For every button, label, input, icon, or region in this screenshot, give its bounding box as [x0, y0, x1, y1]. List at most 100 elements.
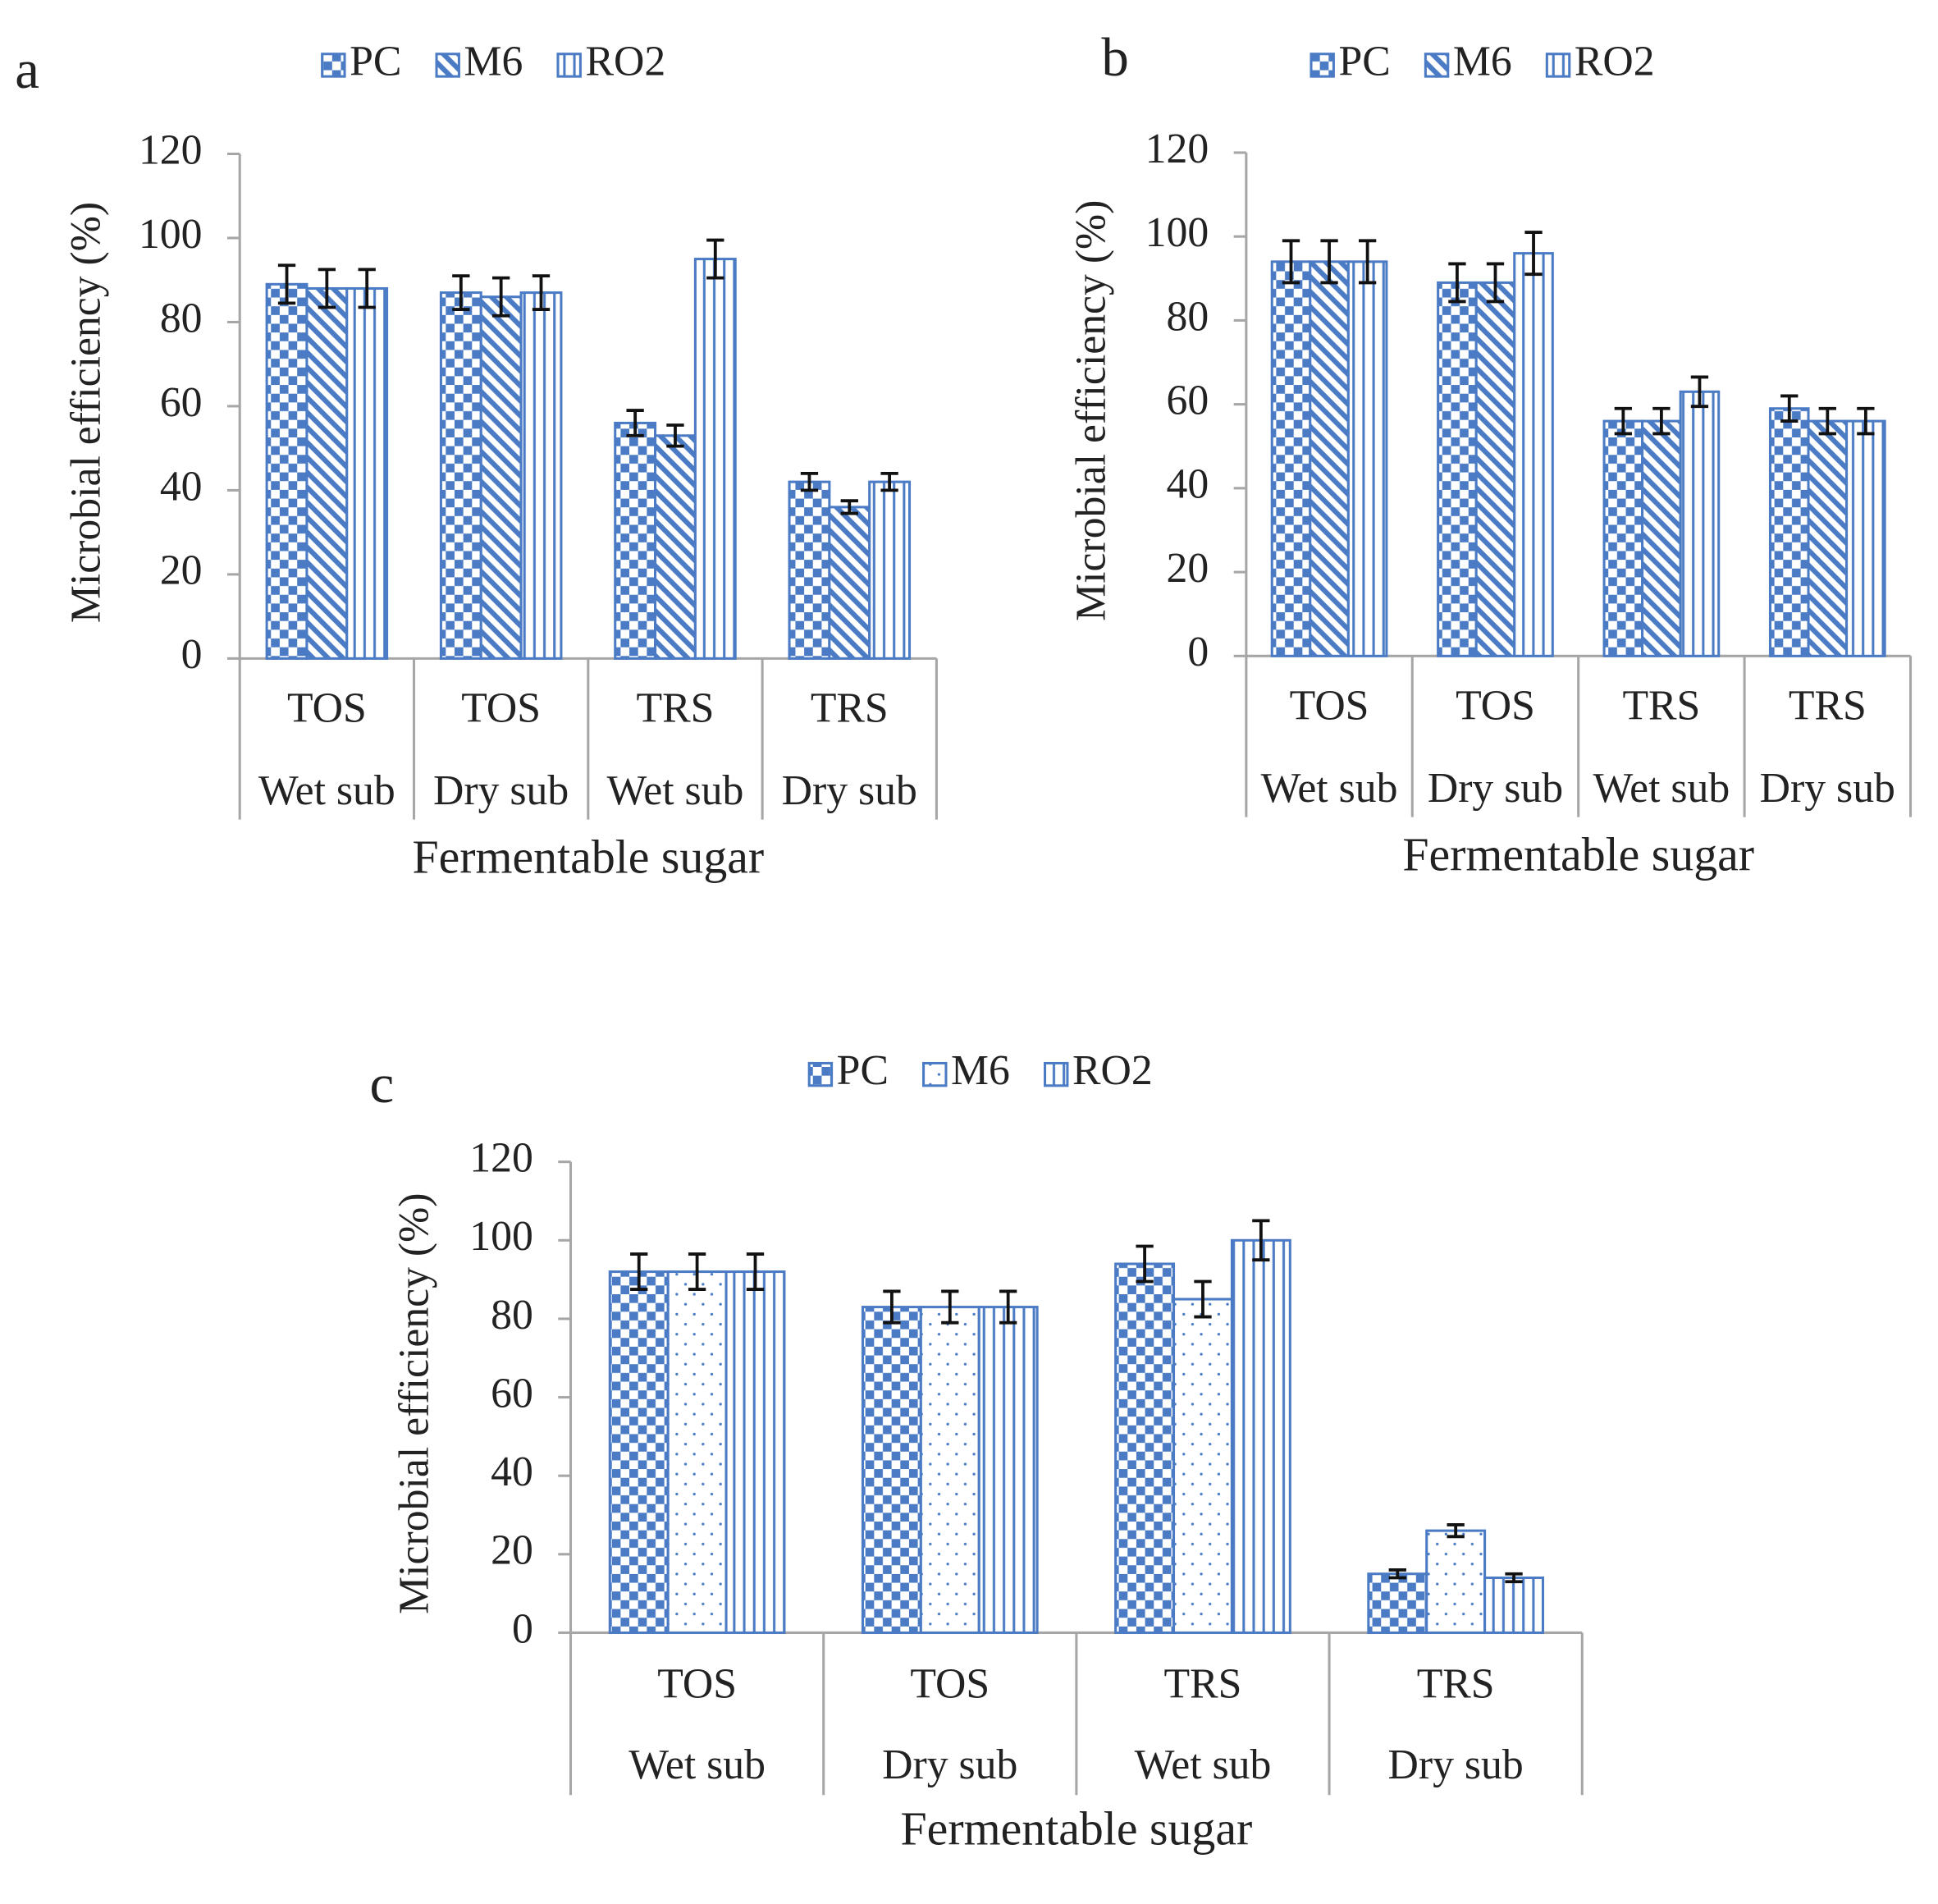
bar: [724, 1270, 786, 1634]
legend-label: PC: [1338, 38, 1390, 85]
error-bar: [1252, 1219, 1270, 1262]
error-bar: [1320, 239, 1338, 285]
error-bar: [800, 472, 819, 492]
y-tick-label: 60: [491, 1370, 533, 1417]
bar: [439, 291, 482, 660]
error-bar: [1524, 231, 1543, 277]
x-tick-label: TRS: [1417, 1660, 1495, 1707]
y-tick-label: 100: [1145, 209, 1209, 256]
y-tick-label: 60: [1166, 378, 1209, 424]
error-bar: [999, 1289, 1017, 1325]
error-bar: [883, 1289, 901, 1325]
error-bar: [630, 1252, 648, 1291]
x-subtick-label: Dry sub: [433, 767, 569, 814]
y-axis-label: Microbial efficiency (%): [62, 202, 109, 623]
y-tick-label: 120: [1145, 126, 1209, 172]
x-tick-label: TRS: [1622, 683, 1700, 730]
error-bar: [1690, 375, 1709, 409]
x-subtick-label: Dry sub: [1428, 765, 1563, 812]
x-subtick-label: Dry sub: [782, 767, 917, 814]
error-bar: [1448, 262, 1466, 304]
bar: [1114, 1262, 1176, 1634]
bar: [614, 421, 657, 660]
x-axis-label: Fermentable sugar: [412, 831, 764, 884]
bar: [654, 434, 697, 660]
bar: [1679, 390, 1721, 657]
bar: [1641, 419, 1682, 657]
x-subtick-label: Wet sub: [258, 767, 395, 814]
legend-swatch: [556, 53, 582, 78]
legend-label: RO2: [1575, 38, 1655, 85]
bar: [693, 258, 737, 660]
error-bar: [1447, 1523, 1465, 1539]
y-axis-label: Microbial efficiency (%): [1068, 200, 1115, 621]
legend-label: RO2: [585, 38, 665, 85]
error-bar: [746, 1252, 765, 1291]
y-tick-label: 60: [160, 379, 203, 426]
x-tick-label: TRS: [1164, 1660, 1242, 1707]
bar: [1768, 407, 1810, 657]
panel-label: a: [15, 39, 39, 100]
x-axis-label: Fermentable sugar: [901, 1802, 1253, 1856]
bar: [666, 1270, 728, 1634]
y-tick-label: 80: [491, 1292, 533, 1339]
legend-swatch: [1545, 53, 1571, 78]
legend-swatch: [321, 53, 346, 78]
error-bar: [1388, 1568, 1406, 1580]
legend-label: PC: [837, 1047, 889, 1094]
bar: [265, 282, 309, 660]
y-tick-label: 0: [181, 631, 203, 678]
x-subtick-label: Wet sub: [1593, 765, 1730, 812]
error-bar: [1652, 406, 1671, 436]
legend-label: M6: [951, 1047, 1010, 1094]
y-tick-label: 80: [160, 295, 203, 341]
error-bar: [318, 268, 336, 309]
y-tick-label: 120: [139, 126, 203, 173]
y-tick-label: 40: [160, 463, 203, 510]
error-bar: [706, 238, 724, 280]
legend-swatch: [1310, 53, 1335, 78]
x-tick-label: TOS: [1456, 683, 1535, 730]
error-bar: [1505, 1572, 1523, 1584]
y-tick-label: 0: [512, 1605, 533, 1652]
error-bar: [941, 1289, 959, 1325]
error-bar: [358, 268, 376, 309]
bar: [1474, 281, 1516, 657]
panel-label: c: [369, 1054, 394, 1114]
bar: [1807, 419, 1849, 657]
error-bar: [492, 276, 510, 318]
y-tick-label: 100: [469, 1213, 533, 1260]
x-subtick-label: Dry sub: [1760, 765, 1895, 812]
x-axis-label: Fermentable sugar: [1402, 828, 1754, 881]
bar: [608, 1270, 670, 1634]
bar: [519, 291, 563, 660]
error-bar: [1857, 406, 1875, 436]
error-bar: [1614, 406, 1632, 436]
bar: [1309, 260, 1350, 657]
legend-swatch: [807, 1061, 834, 1087]
error-bar: [1780, 394, 1799, 423]
x-subtick-label: Dry sub: [882, 1742, 1017, 1788]
error-bar: [688, 1252, 706, 1291]
x-tick-label: TOS: [461, 685, 541, 732]
error-bar: [880, 472, 898, 492]
bar: [1602, 419, 1644, 657]
x-subtick-label: Wet sub: [1135, 1742, 1272, 1788]
x-subtick-label: Dry sub: [1388, 1742, 1524, 1788]
x-tick-label: TOS: [287, 685, 367, 732]
bar: [1270, 260, 1312, 657]
bar: [868, 480, 912, 660]
legend-swatch: [435, 53, 460, 78]
bar: [479, 295, 523, 660]
error-bar: [840, 499, 858, 515]
y-tick-label: 20: [160, 547, 203, 594]
y-tick-label: 80: [1166, 293, 1209, 340]
bar: [828, 506, 871, 660]
legend-label: M6: [464, 38, 523, 85]
legend-swatch: [1424, 53, 1450, 78]
y-tick-label: 20: [1166, 545, 1209, 592]
x-tick-label: TRS: [637, 685, 715, 732]
bar: [1513, 252, 1554, 657]
